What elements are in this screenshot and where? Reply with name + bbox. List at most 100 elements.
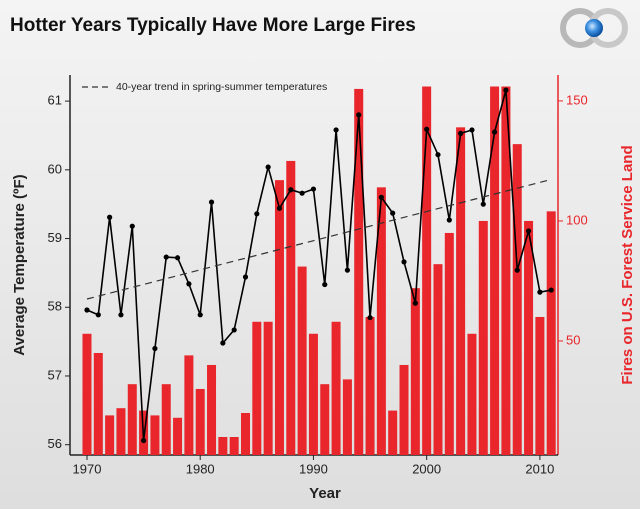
bar [297,266,307,455]
temperature-point [310,186,317,192]
y2-tick-label: 100 [566,212,588,227]
x-tick-label: 2000 [412,461,441,476]
y-tick-label: 60 [48,161,62,176]
y-tick-label: 59 [48,230,62,245]
bar [82,333,92,455]
bar [229,436,239,455]
x-tick-label: 1980 [186,461,215,476]
bar [252,321,262,455]
bar [433,264,443,455]
temperature-point [356,112,362,118]
bar [399,364,409,455]
bar [376,187,386,455]
bar [501,86,511,455]
temperature-point [446,217,452,223]
temperature-point [186,281,192,287]
x-tick-label: 2010 [525,461,554,476]
temperature-point [152,345,158,352]
temperature-point [208,199,215,205]
y-axis-label: Average Temperature (ºF) [11,174,28,355]
bar [161,384,171,455]
temperature-point [344,267,351,273]
bar [195,388,205,455]
temperature-point [163,254,169,260]
bar [546,211,556,455]
y-tick-label: 58 [48,299,62,314]
x-axis-label: Year [309,485,341,502]
temperature-point [322,281,328,288]
bar [524,220,534,455]
bar [218,436,228,455]
temperature-point [231,327,237,333]
bar [286,160,296,455]
temperature-point [378,194,384,200]
bar [365,316,375,455]
temperature-point [118,312,124,318]
bar [207,364,217,455]
temperature-point [424,126,430,132]
bar [478,220,488,455]
bar [354,88,364,456]
bar [456,127,466,455]
temperature-point [84,307,90,313]
temperature-point [288,187,294,193]
temperature-point [367,314,373,321]
bar [173,417,183,455]
temperature-point [220,340,226,346]
bar [342,379,352,455]
temperature-point [491,129,498,135]
temperature-point [265,164,271,170]
logo [560,8,628,48]
bar [422,86,432,455]
temperature-point [299,190,305,196]
temperature-point [242,274,249,280]
temperature-point [197,312,203,318]
bar [388,410,398,455]
temperature-point [174,255,181,261]
bar [93,352,103,455]
bar [308,333,318,455]
bar [240,412,250,455]
bar [331,321,341,455]
y2-axis-label: Fires on U.S. Forest Service Land [619,145,636,384]
temperature-point [95,312,101,318]
temperature-point [458,130,464,137]
y2-tick-label: 150 [566,92,588,107]
temperature-point [537,289,543,295]
temperature-point [480,201,486,207]
temperature-point [333,127,339,133]
bar [105,415,115,455]
temperature-point [548,287,554,293]
x-tick-label: 1990 [299,461,328,476]
temperature-point [503,87,509,93]
temperature-point [107,214,113,220]
temperature-line [86,89,552,441]
y2-tick-label: 50 [566,332,580,347]
x-tick-label: 1970 [73,461,102,476]
y-tick-label: 57 [48,367,62,382]
bar [184,355,194,455]
bar [320,384,330,455]
temperature-point [469,127,475,133]
bar [116,408,126,455]
legend-label: 40-year trend in spring-summer temperatu… [116,81,327,93]
bar [410,288,420,455]
temperature-point [412,300,418,306]
temperature-point [129,223,135,229]
temperature-point [514,267,520,273]
y-tick-label: 56 [48,436,62,451]
trend-line [86,178,552,300]
temperature-point [254,211,260,217]
bar [263,321,273,455]
y-tick-label: 61 [48,93,62,108]
temperature-point [276,205,283,211]
chart-title: Hotter Years Typically Have More Large F… [10,15,416,36]
temperature-point [390,210,396,216]
bar [274,180,284,455]
bar [535,316,545,455]
temperature-point [525,228,532,234]
temperature-point [401,259,407,265]
bar [467,333,477,455]
